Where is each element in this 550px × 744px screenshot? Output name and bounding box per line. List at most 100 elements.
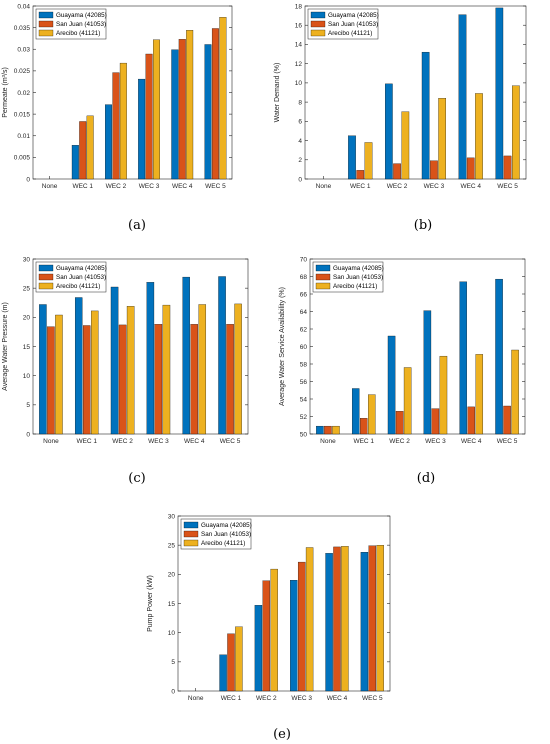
bar-3-none: [55, 314, 63, 435]
bar-3-wec-2: [126, 306, 135, 435]
y-tick-label: 0.04: [17, 3, 30, 10]
bar-3-wec-5: [234, 303, 242, 435]
legend-swatch-1: [38, 264, 54, 272]
y-tick-label: 5: [171, 659, 175, 666]
bar-1-wec-5: [495, 278, 503, 435]
x-tick-label: WEC 5: [205, 183, 226, 190]
chart-panel-a: 0 0.005 0.01 0.015 0.02 0.025 0.03 0.035 0.04 Per…: [2, 3, 233, 190]
bar-3-wec-3: [438, 98, 447, 180]
y-tick-label: 8: [298, 99, 302, 106]
y-tick-label: 10: [295, 80, 303, 87]
legend-label-3: Arecibo (41121): [328, 30, 372, 37]
legend-swatch-3: [310, 29, 326, 37]
bar-2-wec-1: [83, 325, 91, 435]
y-tick-label: 10: [168, 630, 176, 637]
x-tick-label: WEC 3: [148, 438, 169, 445]
panel-caption: (e): [273, 727, 291, 742]
x-tick-label: WEC 1: [350, 183, 371, 190]
bar-1-wec-5: [495, 7, 504, 180]
legend-label-1: Guayama (42085): [201, 522, 252, 529]
legend-swatch-3: [38, 282, 54, 290]
y-tick-label: 0: [26, 431, 30, 438]
bar-2-wec-5: [211, 28, 219, 180]
bar-1-wec-2: [254, 605, 263, 692]
legend-label-2: San Juan (41053): [328, 21, 378, 28]
y-tick-label: 2: [298, 157, 302, 164]
bar-2-wec-3: [430, 160, 438, 180]
bar-3-wec-5: [511, 349, 519, 435]
bar-2-wec-3: [145, 53, 153, 180]
bar-2-wec-4: [467, 406, 475, 435]
x-tick-label: None: [42, 183, 58, 190]
x-tick-label: WEC 4: [461, 438, 482, 445]
panel-caption: (a): [128, 218, 146, 233]
x-tick-label: WEC 3: [424, 183, 445, 190]
bar-3-none: [332, 425, 340, 435]
bar-3-wec-2: [119, 62, 127, 180]
y-tick-label: 56: [300, 379, 308, 386]
legend-label-3: Arecibo (41121): [333, 283, 377, 290]
bar-1-wec-3: [290, 580, 298, 692]
y-tick-label: 15: [23, 344, 31, 351]
bar-1-wec-2: [384, 83, 393, 180]
bar-2-wec-3: [431, 408, 440, 435]
bar-3-wec-4: [475, 93, 483, 180]
bar-3-wec-4: [186, 30, 194, 180]
legend-label-3: Arecibo (41121): [56, 30, 100, 37]
bar-2-wec-1: [227, 633, 235, 692]
bar-2-wec-2: [262, 580, 271, 692]
x-tick-label: None: [43, 438, 59, 445]
bar-2-wec-1: [360, 418, 368, 435]
y-tick-label: 12: [295, 61, 303, 68]
bar-2-wec-1: [79, 121, 87, 180]
bar-2-none: [324, 425, 332, 435]
x-tick-label: WEC 5: [497, 183, 518, 190]
chart-panel-e: 0 5 10 15 20 25 30 Pump Power (kW) None WEC 1 WEC …: [147, 513, 391, 702]
legend-swatch-2: [38, 273, 54, 281]
legend-label-1: Guayama (42085): [333, 265, 384, 272]
x-tick-label: WEC 1: [221, 695, 242, 702]
chart-panel-d: 50 52 54 56 58 60 62 64 66 68 70 Average Water Serv…: [279, 256, 526, 445]
bar-3-wec-1: [364, 142, 373, 180]
y-tick-label: 0.03: [17, 47, 30, 54]
legend-swatch-1: [315, 264, 331, 272]
x-tick-label: WEC 2: [256, 695, 277, 702]
x-tick-label: WEC 5: [220, 438, 241, 445]
bar-3-wec-3: [153, 39, 160, 180]
bar-1-wec-3: [421, 51, 430, 180]
bar-1-wec-3: [138, 78, 146, 180]
legend-label-1: Guayama (42085): [56, 12, 107, 19]
legend-label-3: Arecibo (41121): [56, 283, 100, 290]
x-tick-label: WEC 1: [72, 183, 93, 190]
y-tick-label: 25: [168, 542, 176, 549]
legend-swatch-3: [315, 282, 331, 290]
legend-swatch-1: [183, 521, 199, 529]
y-tick-label: 0.035: [14, 25, 31, 32]
y-tick-label: 64: [300, 309, 308, 316]
bar-3-wec-3: [439, 355, 448, 435]
legend-label-2: San Juan (41053): [201, 531, 251, 538]
x-tick-label: WEC 4: [184, 438, 205, 445]
y-tick-label: 70: [300, 256, 308, 263]
bar-1-wec-2: [110, 286, 119, 435]
y-tick-label: 10: [23, 373, 31, 380]
bar-2-none: [47, 326, 55, 435]
bar-3-wec-5: [219, 17, 227, 180]
bar-2-wec-4: [190, 324, 198, 435]
y-tick-label: 25: [23, 285, 31, 292]
legend-label-1: Guayama (42085): [328, 12, 379, 19]
plot-area: [304, 5, 527, 180]
bar-2-wec-3: [154, 324, 163, 435]
y-tick-label: 18: [295, 3, 303, 10]
bar-3-wec-1: [86, 115, 94, 180]
panel-caption: (c): [128, 471, 145, 486]
y-tick-label: 30: [23, 256, 31, 263]
x-tick-label: WEC 3: [139, 183, 160, 190]
y-tick-label: 0.005: [14, 155, 31, 162]
bar-3-wec-4: [341, 546, 349, 692]
y-tick-label: 14: [295, 42, 303, 49]
x-tick-label: WEC 4: [460, 183, 481, 190]
x-tick-label: WEC 3: [425, 438, 446, 445]
bar-2-wec-5: [226, 324, 234, 435]
bar-3-wec-5: [376, 545, 384, 692]
